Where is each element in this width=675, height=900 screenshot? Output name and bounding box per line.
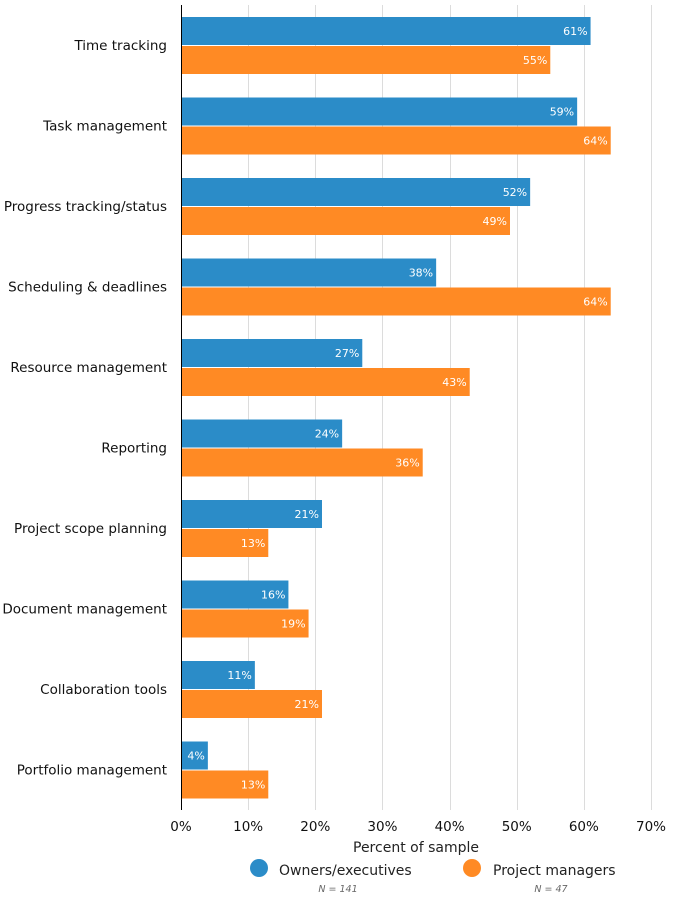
x-tick-label: 0% <box>170 819 192 835</box>
x-tick-label: 70% <box>636 819 666 835</box>
bar-project-managers <box>181 207 510 235</box>
category-label: Resource management <box>10 360 167 376</box>
data-label: 43% <box>442 376 466 389</box>
bar-project-managers <box>181 690 322 718</box>
bar-project-managers <box>181 46 551 74</box>
data-label: 36% <box>395 457 419 470</box>
bar-owners-executives <box>181 661 255 689</box>
bar-project-managers <box>181 529 269 557</box>
x-axis-title: Percent of sample <box>353 840 479 856</box>
bar-owners-executives <box>181 17 591 45</box>
data-label: 19% <box>281 618 305 631</box>
bar-project-managers <box>181 126 611 155</box>
bar-owners-executives <box>181 580 289 609</box>
category-label: Task management <box>42 119 167 135</box>
bar-project-managers <box>181 770 269 799</box>
category-label: Scheduling & deadlines <box>8 280 167 296</box>
bar-project-managers <box>181 287 611 316</box>
data-label: 59% <box>550 106 574 119</box>
category-label: Portfolio management <box>17 763 167 779</box>
data-label: 27% <box>335 347 359 360</box>
data-label: 49% <box>483 215 507 228</box>
data-label: 61% <box>563 25 587 38</box>
category-label: Document management <box>2 602 167 618</box>
data-label: 55% <box>523 54 547 67</box>
data-label: 13% <box>241 779 265 792</box>
legend-label-pm: Project managers <box>493 863 616 879</box>
data-label: 4% <box>187 750 204 763</box>
data-label: 16% <box>261 589 285 602</box>
x-tick-label: 60% <box>569 819 599 835</box>
bar-project-managers <box>181 448 423 477</box>
bar-owners-executives <box>181 741 208 770</box>
category-label: Time tracking <box>73 38 167 54</box>
legend-label-owners: Owners/executives <box>279 863 412 879</box>
data-label: 24% <box>315 428 339 441</box>
data-label: 38% <box>409 267 433 280</box>
bar-owners-executives <box>181 258 437 287</box>
bar-owners-executives <box>181 339 363 367</box>
x-tick-label: 30% <box>367 819 397 835</box>
data-label: 13% <box>241 537 265 550</box>
bar-owners-executives <box>181 178 531 206</box>
data-label: 21% <box>295 698 319 711</box>
bar-project-managers <box>181 609 309 638</box>
bar-owners-executives <box>181 500 322 528</box>
legend-marker-owners <box>250 859 268 877</box>
category-label: Progress tracking/status <box>4 199 167 215</box>
bar-owners-executives <box>181 97 578 126</box>
data-label: 11% <box>227 669 251 682</box>
data-label: 64% <box>583 135 607 148</box>
x-tick-label: 20% <box>300 819 330 835</box>
legend: Owners/executives N = 141 Project manage… <box>250 859 616 895</box>
bar-project-managers <box>181 368 470 396</box>
bar-owners-executives <box>181 419 343 448</box>
legend-n-owners: N = 141 <box>318 884 357 895</box>
legend-n-pm: N = 47 <box>534 884 567 895</box>
category-label: Reporting <box>101 441 167 457</box>
data-label: 64% <box>583 296 607 309</box>
category-label: Collaboration tools <box>40 682 167 698</box>
x-tick-label: 40% <box>435 819 465 835</box>
data-label: 52% <box>503 186 527 199</box>
legend-marker-pm <box>463 859 481 877</box>
x-tick-label: 10% <box>233 819 263 835</box>
x-tick-label: 50% <box>502 819 532 835</box>
category-label: Project scope planning <box>14 521 167 537</box>
data-label: 21% <box>295 508 319 521</box>
